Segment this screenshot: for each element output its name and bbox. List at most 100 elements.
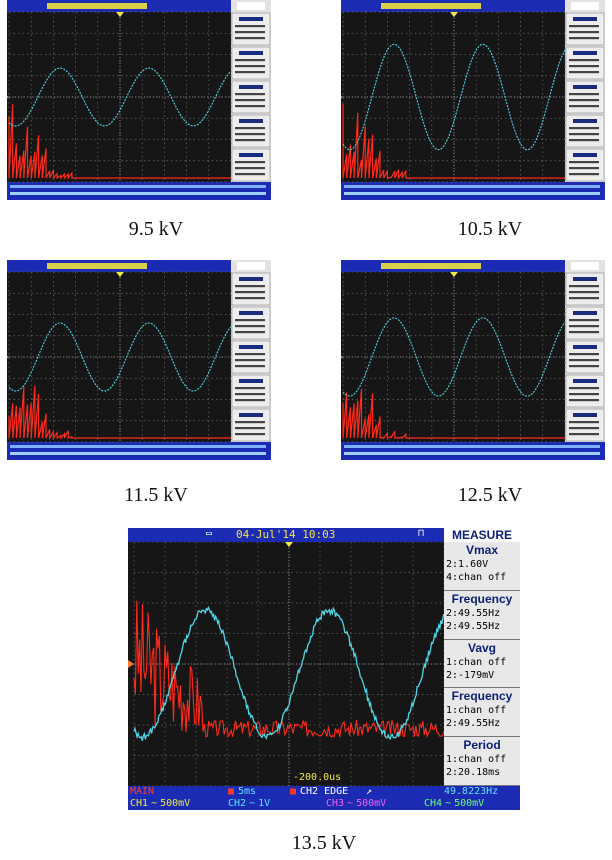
measure-box-line: 2:49.55Hz [446,620,501,632]
measure-title-mark [239,17,263,21]
measure-title-mark [237,262,265,270]
date-time-mark [47,263,147,269]
date-time-mark [381,263,481,269]
trigger-position-marker [450,12,458,17]
measure-title-mark [573,153,597,157]
scope-panel-main: ▭ 04-Jul'14 10:03 ⊓ MEASURE Vmax 2:1.60V 4… [128,528,520,810]
measure-title-mark [573,277,597,281]
graticule [8,271,232,443]
measure-title-mark [573,413,597,417]
measure-line-mark [235,59,265,62]
measure-line-mark [569,37,599,40]
measure-line-mark [235,133,265,136]
scope-status-bar [341,182,605,200]
measure-line-mark [569,365,599,368]
measure-line-mark [235,139,265,142]
graticule [342,11,566,183]
measure-line-mark [235,433,265,436]
status-line-mark [344,452,600,455]
measure-title-mark [239,379,263,383]
status-line-mark [10,452,266,455]
measure-line-mark [569,325,599,328]
coupling-icon: ~ [347,798,354,809]
measure-line-mark [235,285,265,288]
measure-line-mark [569,93,599,96]
channel-label: CH2 [228,798,247,809]
spectrum-trace [342,103,565,180]
channel-value: 500mV [356,798,387,809]
measure-title-mark [237,2,265,10]
channel-1-scale: CH1 ~500mV [130,798,190,809]
mode-label: MAIN [130,786,155,797]
measure-line-mark [235,297,265,300]
trigger-slope-icon: ↗ [366,786,373,797]
trigger-marker-icon: ■ [290,786,297,797]
scope-panel-2-screen [341,0,605,200]
measure-line-mark [569,353,599,356]
measure-line-mark [569,387,599,390]
measure-line-mark [235,105,265,108]
trigger-position-marker [285,542,293,547]
measure-title-mark [571,2,599,10]
channel-2-scale: CH2 ~1V [228,798,270,809]
measure-line-mark [569,71,599,74]
ground-level-marker [341,95,343,99]
measure-box-3[interactable]: Vavg 1:chan off 2:-179mV [444,639,520,689]
measure-title: MEASURE [444,528,520,543]
scope-panel-2 [341,0,605,200]
measure-line-mark [569,433,599,436]
measure-title-mark [239,153,263,157]
measure-title-mark [573,17,597,21]
measure-title-mark [239,119,263,123]
measure-line-mark [569,65,599,68]
measure-box-4[interactable]: Frequency 1:chan off 2:49.55Hz [444,688,520,738]
measure-line-mark [569,421,599,424]
measure-line-mark [235,393,265,396]
trigger-position-marker [116,12,124,17]
measure-box-line: 1:chan off [446,656,507,668]
measure-line-mark [569,331,599,334]
channel-4-scale: CH4 ~500mV [424,798,484,809]
measure-line-mark [235,37,265,40]
measure-line-mark [569,31,599,34]
graticule [133,541,445,787]
scope-status-bar [7,442,271,460]
timebase-value: 5ms [238,786,257,797]
measure-box-line: 2:49.55Hz [446,718,501,730]
caption-panel-main: 13.5 kV [291,832,357,854]
measure-line-mark [569,105,599,108]
measure-line-mark [235,93,265,96]
measure-box-1[interactable]: Vmax 2:1.60V 4:chan off [444,542,520,591]
measure-line-mark [569,133,599,136]
measure-title-mark [573,119,597,123]
measure-line-mark [569,173,599,176]
measure-box-title: Frequency [451,591,513,606]
scope-top-bar: ▭ 04-Jul'14 10:03 ⊓ [128,528,520,542]
measure-box-title: Period [463,738,501,753]
measure-line-mark [235,399,265,402]
status-line-mark [344,445,600,448]
measure-box-5[interactable]: Period 1:chan off 2:20.18ms [444,737,520,786]
status-line-mark [344,185,600,188]
measure-line-mark [569,167,599,170]
ground-level-marker [7,355,9,359]
measure-line-mark [235,359,265,362]
measure-line-mark [235,353,265,356]
measure-box-title: Frequency [451,689,513,704]
measure-title-mark [571,262,599,270]
scope-panel-3 [7,260,271,460]
measure-line-mark [569,319,599,322]
ground-level-marker [7,95,9,99]
trigger-frequency: 49.8223Hz [444,786,499,797]
measure-line-mark [569,427,599,430]
battery-icon: ⊓ [418,528,425,539]
measure-line-mark [235,127,265,130]
spectrum-trace [342,389,565,440]
measure-line-mark [235,319,265,322]
measure-box-2[interactable]: Frequency 2:49.55Hz 2:49.55Hz [444,590,520,640]
scope-status-bar: MAIN ■ 5ms ■ CH2 EDGE ↗ 49.8223Hz CH1 ~50… [128,786,520,810]
scope-status-bar [341,442,605,460]
measure-line-mark [235,365,265,368]
caption-panel-2: 10.5 kV [457,218,523,240]
signal-trace [342,317,566,397]
